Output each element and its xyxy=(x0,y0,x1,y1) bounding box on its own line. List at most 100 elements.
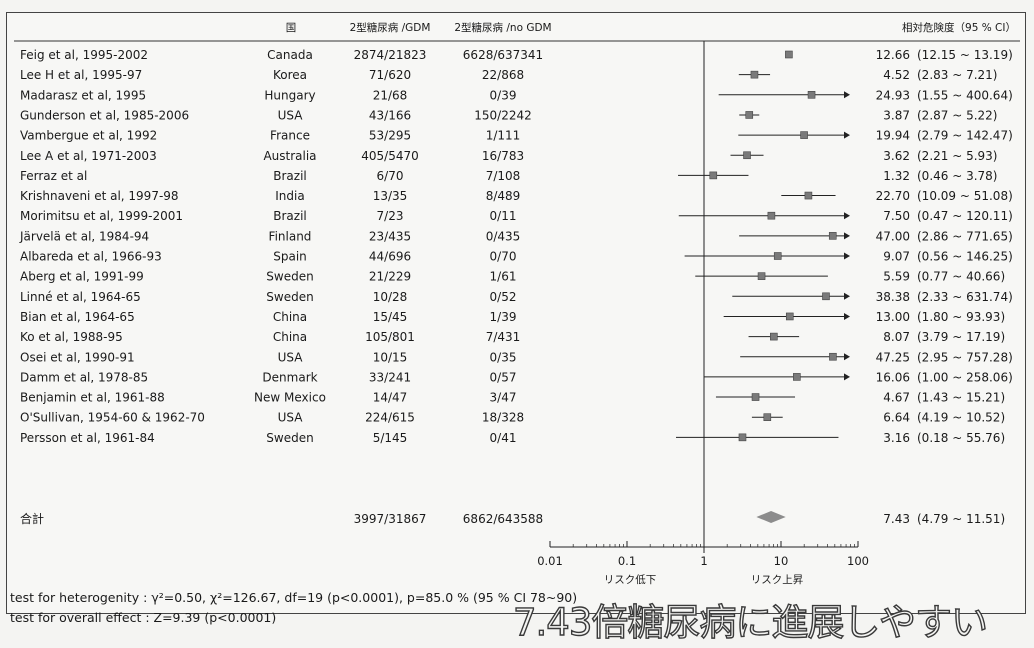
study-rr: 3.87 xyxy=(883,108,910,122)
ci-arrow xyxy=(844,131,850,139)
study-ci: (1.00 ~ 258.06) xyxy=(917,370,1013,384)
footer-stats: test for heterogenity : γ²=0.50, χ²=126.… xyxy=(10,588,1020,628)
study-gdm: 21/229 xyxy=(369,270,411,284)
study-name: Damm et al, 1978-85 xyxy=(20,370,148,384)
point-estimate xyxy=(743,151,751,160)
point-estimate xyxy=(745,111,754,119)
study-ci: (1.80 ~ 93.93) xyxy=(917,310,1005,324)
header-country: 国 xyxy=(286,22,297,34)
study-name: Albareda et al, 1966-93 xyxy=(20,250,162,264)
study-ci: (0.77 ~ 40.66) xyxy=(917,270,1005,284)
study-row: Lee A et al, 1971-2003 Australia 405/5470 1… xyxy=(20,149,997,163)
study-gdm: 21/68 xyxy=(373,88,408,102)
study-rr: 12.66 xyxy=(876,48,910,62)
study-rr: 13.00 xyxy=(876,310,910,324)
study-rr: 4.67 xyxy=(883,391,910,405)
study-row: Linné et al, 1964-65 Sweden 10/28 0/52 38.38… xyxy=(20,290,1013,304)
study-country: Hungary xyxy=(264,88,315,102)
point-estimate xyxy=(800,131,808,139)
study-nogdm: 16/783 xyxy=(482,149,524,163)
study-ci: (2.79 ~ 142.47) xyxy=(917,129,1013,143)
study-rr: 1.32 xyxy=(883,169,910,183)
ci-arrow xyxy=(844,292,850,300)
study-row: Benjamin et al, 1961-88 New Mexico 14/47 3/… xyxy=(20,391,1005,405)
ci-arrow xyxy=(844,212,850,220)
study-nogdm: 6628/637341 xyxy=(463,48,543,62)
x-tick-label: 0.01 xyxy=(537,554,563,568)
study-rr: 22.70 xyxy=(876,189,910,203)
total-ci: (4.79 ~ 11.51) xyxy=(917,512,1005,526)
study-rr: 5.59 xyxy=(883,270,910,284)
study-gdm: 6/70 xyxy=(377,169,404,183)
study-name: Morimitsu et al, 1999-2001 xyxy=(20,209,183,223)
study-ci: (2.95 ~ 757.28) xyxy=(917,350,1013,364)
summary-note: 7.43倍糖尿病に進展しやすい xyxy=(513,600,989,644)
total-nogdm: 6862/643588 xyxy=(463,512,543,526)
ci-arrow xyxy=(844,252,850,260)
pooled-diamond xyxy=(756,511,786,523)
study-nogdm: 150/2242 xyxy=(474,108,532,122)
study-name: Feig et al, 1995-2002 xyxy=(20,48,148,62)
study-rr: 8.07 xyxy=(883,330,910,344)
study-row: Aberg et al, 1991-99 Sweden 21/229 1/61 5.59… xyxy=(20,270,1005,284)
x-tick-label: 100 xyxy=(847,554,869,568)
study-country: China xyxy=(273,310,307,324)
point-estimate xyxy=(770,332,778,341)
study-row: Feig et al, 1995-2002 Canada 2874/21823 662… xyxy=(20,48,1013,62)
total-gdm: 3997/31867 xyxy=(354,512,427,526)
study-country: USA xyxy=(278,108,304,122)
study-gdm: 10/28 xyxy=(373,290,408,304)
study-country: Sweden xyxy=(266,290,313,304)
study-name: Järvelä et al, 1984-94 xyxy=(19,229,149,243)
heterogeneity-test: test for heterogenity : γ²=0.50, χ²=126.… xyxy=(10,590,578,605)
study-ci: (10.09 ~ 51.08) xyxy=(917,189,1013,203)
ci-arrow xyxy=(844,91,850,99)
study-gdm: 33/241 xyxy=(369,370,411,384)
axis-label-risk-higher: リスク上昇 xyxy=(751,574,804,586)
study-nogdm: 0/57 xyxy=(490,370,517,384)
header-gdm: 2型糖尿病 /GDM xyxy=(350,21,431,34)
study-country: Sweden xyxy=(266,270,313,284)
study-row: Damm et al, 1978-85 Denmark 33/241 0/57 16.0… xyxy=(20,370,1013,384)
study-row: Morimitsu et al, 1999-2001 Brazil 7/23 0/11… xyxy=(20,209,1013,223)
study-ci: (0.56 ~ 146.25) xyxy=(917,250,1013,264)
study-row: Bian et al, 1964-65 China 15/45 1/39 13.00 (1… xyxy=(20,310,1005,324)
study-country: Denmark xyxy=(262,370,317,384)
study-country: India xyxy=(275,189,304,203)
study-nogdm: 0/70 xyxy=(490,250,517,264)
study-row: Albareda et al, 1966-93 Spain 44/696 0/70 9.… xyxy=(20,250,1013,264)
study-name: Lee A et al, 1971-2003 xyxy=(20,149,157,163)
x-tick-label: 0.1 xyxy=(618,554,636,568)
study-country: New Mexico xyxy=(254,391,326,405)
point-estimate xyxy=(751,393,760,401)
study-rr: 7.50 xyxy=(883,209,910,223)
point-estimate xyxy=(773,252,782,260)
ci-arrow xyxy=(844,232,850,240)
study-gdm: 43/166 xyxy=(369,108,411,122)
study-gdm: 23/435 xyxy=(369,229,411,243)
study-ci: (2.33 ~ 631.74) xyxy=(917,290,1013,304)
study-rr: 24.93 xyxy=(876,88,910,102)
total-rr: 7.43 xyxy=(883,512,910,526)
study-nogdm: 22/868 xyxy=(482,68,524,82)
study-rr: 3.16 xyxy=(883,431,910,445)
study-nogdm: 0/35 xyxy=(490,350,517,364)
study-rows: Feig et al, 1995-2002 Canada 2874/21823 662… xyxy=(19,48,1013,445)
study-gdm: 405/5470 xyxy=(361,149,419,163)
total-label: 合計 xyxy=(20,511,44,526)
x-tick-label: 1 xyxy=(700,554,707,568)
study-nogdm: 1/39 xyxy=(490,310,517,324)
point-estimate xyxy=(804,191,813,200)
point-estimate xyxy=(785,50,793,59)
study-gdm: 224/615 xyxy=(365,411,415,425)
forest-plot: 国 2型糖尿病 /GDM 2型糖尿病 /no GDM 相対危険度（95 % CI… xyxy=(14,21,1020,586)
point-estimate xyxy=(807,91,816,99)
study-name: Gunderson et al, 1985-2006 xyxy=(20,108,189,122)
point-estimate xyxy=(822,292,830,301)
study-row: Persson et al, 1961-84 Sweden 5/145 0/41 3.1… xyxy=(20,431,1005,445)
study-row: Vambergue et al, 1992 France 53/295 1/111 19… xyxy=(20,129,1013,143)
point-estimate xyxy=(793,373,801,381)
total-row: 合計 3997/31867 6862/643588 7.43 (4.79 ~ 1… xyxy=(20,511,1005,526)
study-name: Osei et al, 1990-91 xyxy=(20,350,135,364)
study-ci: (2.21 ~ 5.93) xyxy=(917,149,997,163)
